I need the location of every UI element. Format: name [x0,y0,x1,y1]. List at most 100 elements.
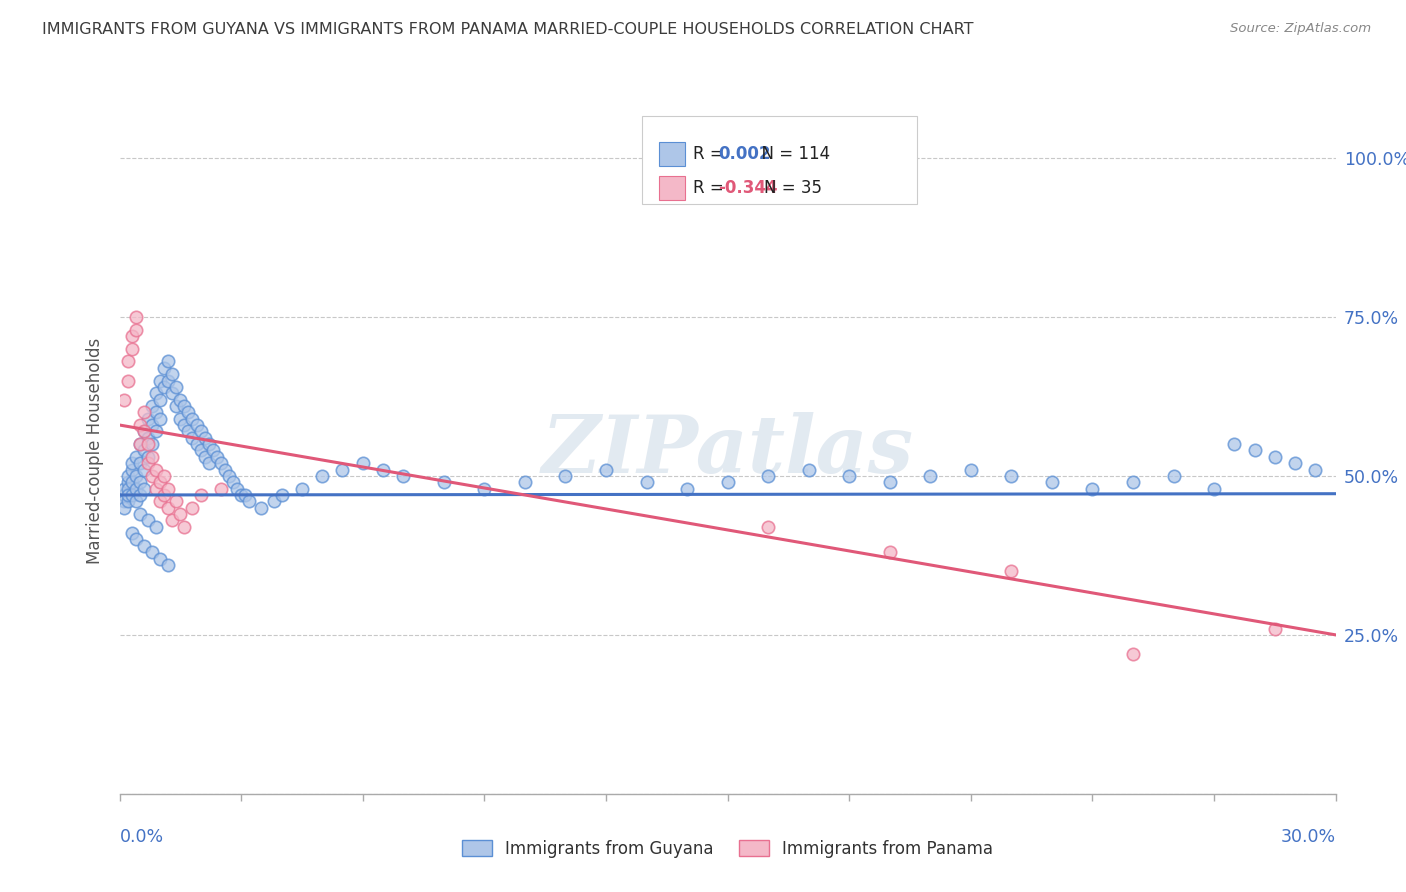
Point [112,500,135,515]
Point [160,513,183,527]
Point [165,494,187,508]
Point [960,462,983,476]
Point [145,520,167,534]
Point [209,482,232,496]
Point [157,558,180,572]
Point [132,425,155,439]
Point [1243,443,1265,458]
Point [513,475,536,490]
Point [233,488,256,502]
Point [153,488,176,502]
Point [1122,647,1144,661]
Point [205,450,228,464]
Point [238,494,260,508]
Point [717,475,740,490]
Point [160,367,183,381]
Point [153,380,176,394]
Point [756,520,779,534]
Point [311,469,333,483]
Point [371,462,394,476]
Point [226,482,249,496]
Point [177,405,200,419]
Point [181,431,204,445]
Point [141,437,163,451]
Text: ZIPatlas: ZIPatlas [541,412,914,489]
Point [117,475,139,490]
Point [136,450,159,464]
Point [157,374,180,388]
Point [352,456,374,470]
Point [132,539,155,553]
Text: R =: R = [693,179,728,197]
Point [1163,469,1185,483]
Point [153,360,176,375]
Point [121,475,143,490]
Point [117,488,139,502]
Point [194,431,217,445]
Point [218,469,240,483]
Point [636,475,658,490]
Point [920,469,942,483]
Text: 30.0%: 30.0% [1281,828,1336,847]
Point [121,342,143,356]
Point [136,437,159,451]
Point [332,462,354,476]
Point [132,443,155,458]
Point [879,475,901,490]
Point [472,482,496,496]
Point [141,399,163,413]
Point [201,443,224,458]
Point [125,323,148,337]
Point [149,374,172,388]
Point [136,411,159,425]
Point [756,469,779,483]
Point [1081,482,1104,496]
Point [1284,456,1306,470]
Point [125,494,148,508]
Point [125,310,148,324]
Point [132,425,155,439]
Point [263,494,285,508]
Text: -0.344: -0.344 [718,179,778,197]
Point [197,456,219,470]
Text: IMMIGRANTS FROM GUYANA VS IMMIGRANTS FROM PANAMA MARRIED-COUPLE HOUSEHOLDS CORRE: IMMIGRANTS FROM GUYANA VS IMMIGRANTS FRO… [42,22,974,37]
Point [121,456,143,470]
Point [145,405,167,419]
Point [128,488,150,502]
Point [112,392,135,407]
Point [125,482,148,496]
Point [173,417,195,432]
Text: N = 35: N = 35 [763,179,821,197]
Point [128,475,150,490]
Point [1264,450,1286,464]
Point [1305,462,1327,476]
Point [190,443,212,458]
Point [157,500,180,515]
Point [117,469,139,483]
Point [136,513,159,527]
Point [136,431,159,445]
Point [838,469,860,483]
Point [1040,475,1063,490]
Point [121,488,143,502]
Point [112,488,135,502]
Point [1000,469,1022,483]
Point [125,450,148,464]
Point [132,462,155,476]
Point [173,520,195,534]
Point [117,374,139,388]
Point [125,533,148,547]
Point [141,545,163,559]
Point [186,417,208,432]
Point [121,526,143,541]
Point [128,417,150,432]
Point [157,482,180,496]
Point [128,437,150,451]
Point [197,437,219,451]
Point [121,329,143,343]
Point [117,494,139,508]
Point [165,399,187,413]
Text: 0.0%: 0.0% [120,828,163,847]
Point [141,417,163,432]
Point [149,475,172,490]
